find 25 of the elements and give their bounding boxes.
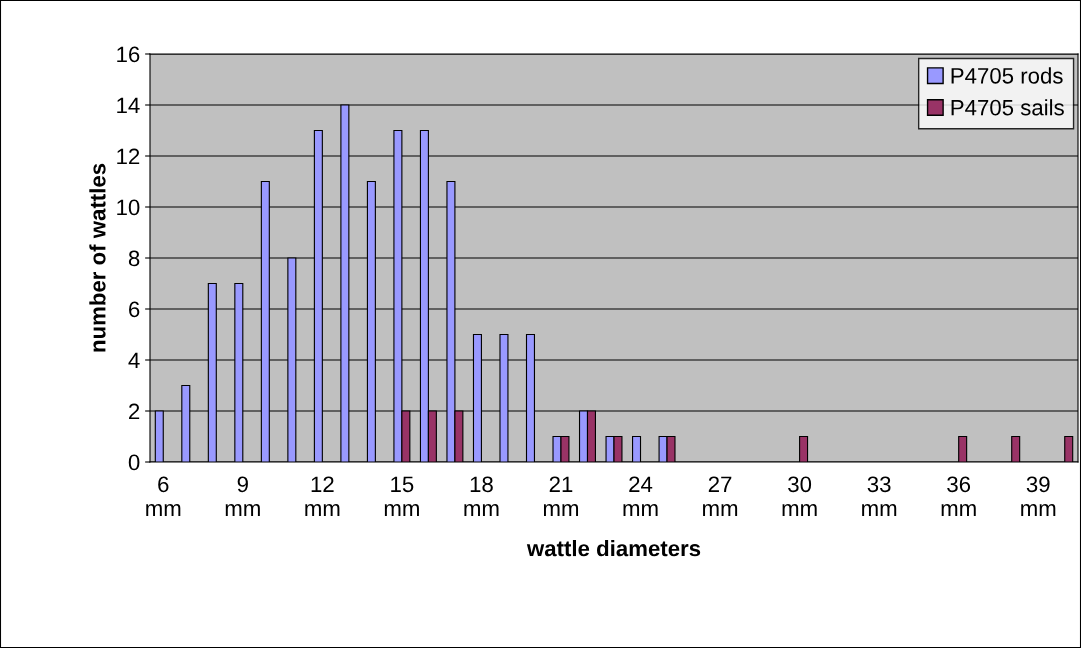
- x-tick-label: 33 mm: [862, 476, 897, 516]
- x-tick-label: 21 mm: [543, 476, 579, 516]
- y-tick-label: 4: [128, 352, 140, 369]
- x-tick-label: 18 mm: [464, 476, 499, 516]
- x-tick-label: 39 mm: [1021, 476, 1056, 516]
- y-tick-label: 14: [117, 97, 140, 114]
- x-tick-label: 6 mm: [146, 476, 181, 516]
- x-tick-label: 12 mm: [305, 476, 340, 516]
- x-tick-label: 9 mm: [225, 476, 260, 516]
- legend-label: P4705 sails: [951, 99, 1064, 116]
- y-tick-label: 0: [128, 454, 140, 471]
- x-tick-label: 30 mm: [782, 476, 817, 516]
- legend-label: P4705 rods: [951, 67, 1063, 84]
- y-tick-label: 16: [117, 46, 140, 63]
- y-tick-label: 8: [128, 250, 140, 267]
- y-tick-label: 6: [129, 301, 140, 318]
- x-tick-label: 27 mm: [703, 476, 738, 516]
- x-tick-label: 15 mm: [384, 476, 419, 516]
- y-tick-label: 10: [117, 199, 140, 216]
- x-tick-label: 24 mm: [623, 476, 658, 516]
- y-tick-label: 12: [117, 148, 140, 165]
- y-axis-title: number of wattles: [89, 163, 106, 352]
- x-tick-label: 36 mm: [941, 476, 976, 516]
- y-tick-label: 2: [129, 403, 140, 420]
- x-axis-title: wattle diameters: [526, 539, 701, 557]
